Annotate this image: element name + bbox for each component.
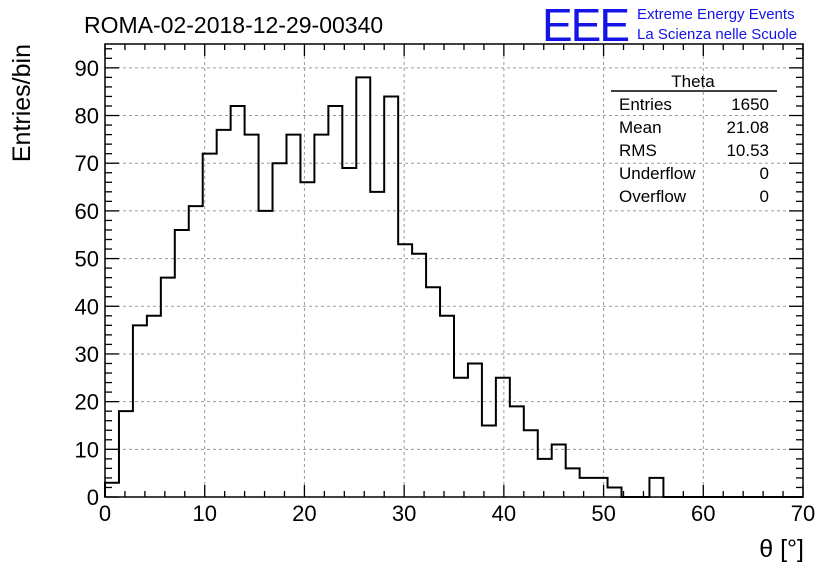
x-tick-label: 0 bbox=[99, 501, 111, 526]
histogram-bars bbox=[104, 76, 803, 498]
y-tick-label: 80 bbox=[75, 104, 99, 129]
x-axis-label: θ [°] bbox=[759, 535, 804, 563]
stats-label: Overflow bbox=[619, 187, 687, 206]
y-tick-label: 40 bbox=[75, 294, 99, 319]
stats-box: Theta Entries 1650 Mean 21.08 RMS 10.53 Underf… bbox=[611, 72, 777, 206]
y-tick-label: 50 bbox=[75, 247, 99, 272]
y-tick-label: 60 bbox=[75, 199, 99, 224]
stats-label: Underflow bbox=[619, 164, 696, 183]
y-tick-labels: 0 10 20 30 40 50 60 70 80 90 bbox=[75, 56, 99, 510]
histogram-outline bbox=[104, 76, 803, 498]
axis-ticks bbox=[104, 44, 804, 498]
y-tick-label: 70 bbox=[75, 151, 99, 176]
x-tick-label: 70 bbox=[791, 501, 815, 526]
x-tick-label: 50 bbox=[591, 501, 615, 526]
eee-logo-text: EEE bbox=[542, 0, 628, 51]
grid bbox=[105, 44, 803, 497]
y-tick-label: 30 bbox=[75, 342, 99, 367]
stats-value: 21.08 bbox=[726, 118, 769, 137]
x-tick-label: 20 bbox=[292, 501, 316, 526]
stats-label: Mean bbox=[619, 118, 662, 137]
chart-title: ROMA-02-2018-12-29-00340 bbox=[84, 12, 383, 38]
x-tick-labels: 0 10 20 30 40 50 60 70 bbox=[99, 501, 815, 526]
y-axis-label: Entries/bin bbox=[8, 44, 36, 162]
y-tick-label: 90 bbox=[75, 56, 99, 81]
stats-value: 0 bbox=[760, 187, 769, 206]
plot-frame bbox=[104, 43, 804, 498]
stats-value: 1650 bbox=[731, 95, 769, 114]
x-tick-label: 10 bbox=[192, 501, 216, 526]
y-tick-label: 0 bbox=[87, 485, 99, 510]
eee-logo: EEE Extreme Energy Events La Scienza nel… bbox=[542, 0, 797, 51]
stats-value: 10.53 bbox=[726, 141, 769, 160]
logo-line-2: La Scienza nelle Scuole bbox=[637, 26, 797, 43]
logo-line-1: Extreme Energy Events bbox=[637, 6, 795, 23]
x-tick-label: 60 bbox=[691, 501, 715, 526]
y-tick-label: 10 bbox=[75, 437, 99, 462]
stats-value: 0 bbox=[760, 164, 769, 183]
stats-label: Entries bbox=[619, 95, 672, 114]
x-tick-label: 30 bbox=[392, 501, 416, 526]
y-tick-label: 20 bbox=[75, 390, 99, 415]
x-tick-label: 40 bbox=[492, 501, 516, 526]
stats-title: Theta bbox=[671, 72, 715, 91]
stats-label: RMS bbox=[619, 141, 657, 160]
